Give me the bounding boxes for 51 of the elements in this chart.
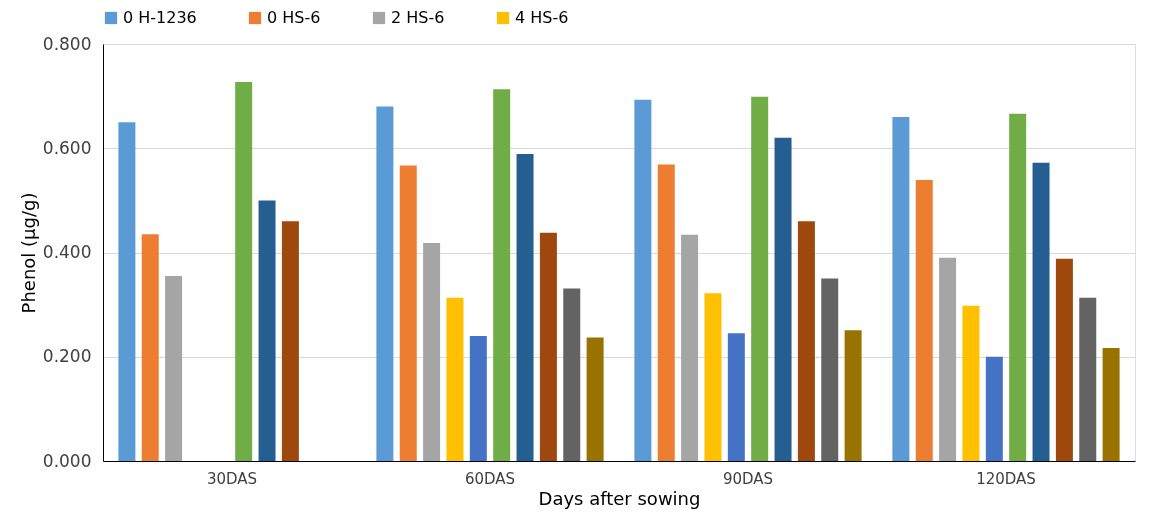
- bar: [844, 330, 862, 461]
- bar: [939, 257, 957, 461]
- bar: [751, 96, 769, 461]
- x-tick-label: 60DAS: [464, 469, 516, 488]
- bar: [539, 232, 557, 461]
- bar: [892, 116, 910, 461]
- x-tick-label: 90DAS: [722, 469, 774, 488]
- legend-label: 0 HS-6: [267, 8, 321, 27]
- legend-label: 0 H-1236: [123, 8, 197, 27]
- y-tick-label: 0.400: [42, 242, 92, 262]
- bar: [797, 221, 815, 461]
- bar: [704, 293, 722, 461]
- y-axis-title: Phenol (µg/g): [17, 192, 39, 314]
- bar: [423, 243, 441, 461]
- bar: [727, 333, 745, 461]
- bar: [915, 180, 933, 461]
- bar: [281, 221, 299, 461]
- bar: [1079, 297, 1097, 461]
- x-tick-label: 30DAS: [206, 469, 258, 488]
- bar: [376, 106, 394, 461]
- x-axis-title: Days after sowing: [538, 487, 701, 509]
- bar: [821, 278, 839, 461]
- bar: [493, 89, 511, 461]
- bar: [563, 288, 581, 461]
- y-tick-label: 0.000: [42, 450, 92, 471]
- bar: [586, 337, 604, 461]
- legend-label: 2 HS-6: [391, 8, 445, 27]
- x-tick-label: 120DAS: [976, 469, 1036, 488]
- bar: [399, 165, 417, 461]
- bar: [1102, 347, 1120, 461]
- bar: [657, 164, 675, 461]
- bar: [516, 153, 534, 461]
- bar: [446, 297, 464, 461]
- bar: [165, 275, 183, 461]
- bar: [962, 305, 980, 461]
- bar: [1032, 162, 1050, 461]
- bar: [1055, 258, 1073, 461]
- bar: [235, 82, 253, 461]
- legend-label: 4 HS-6: [515, 8, 569, 27]
- bar: [681, 234, 699, 461]
- bar: [469, 335, 487, 461]
- y-tick-label: 0.600: [42, 137, 92, 158]
- bar: [634, 99, 652, 461]
- bar: [1009, 113, 1027, 461]
- bar: [985, 356, 1003, 461]
- bar: [774, 137, 792, 461]
- bar: [258, 200, 276, 461]
- bar: [141, 234, 159, 461]
- y-tick-label: 0.200: [42, 346, 92, 367]
- y-tick-label: 0.800: [42, 33, 92, 54]
- bar: [118, 122, 136, 461]
